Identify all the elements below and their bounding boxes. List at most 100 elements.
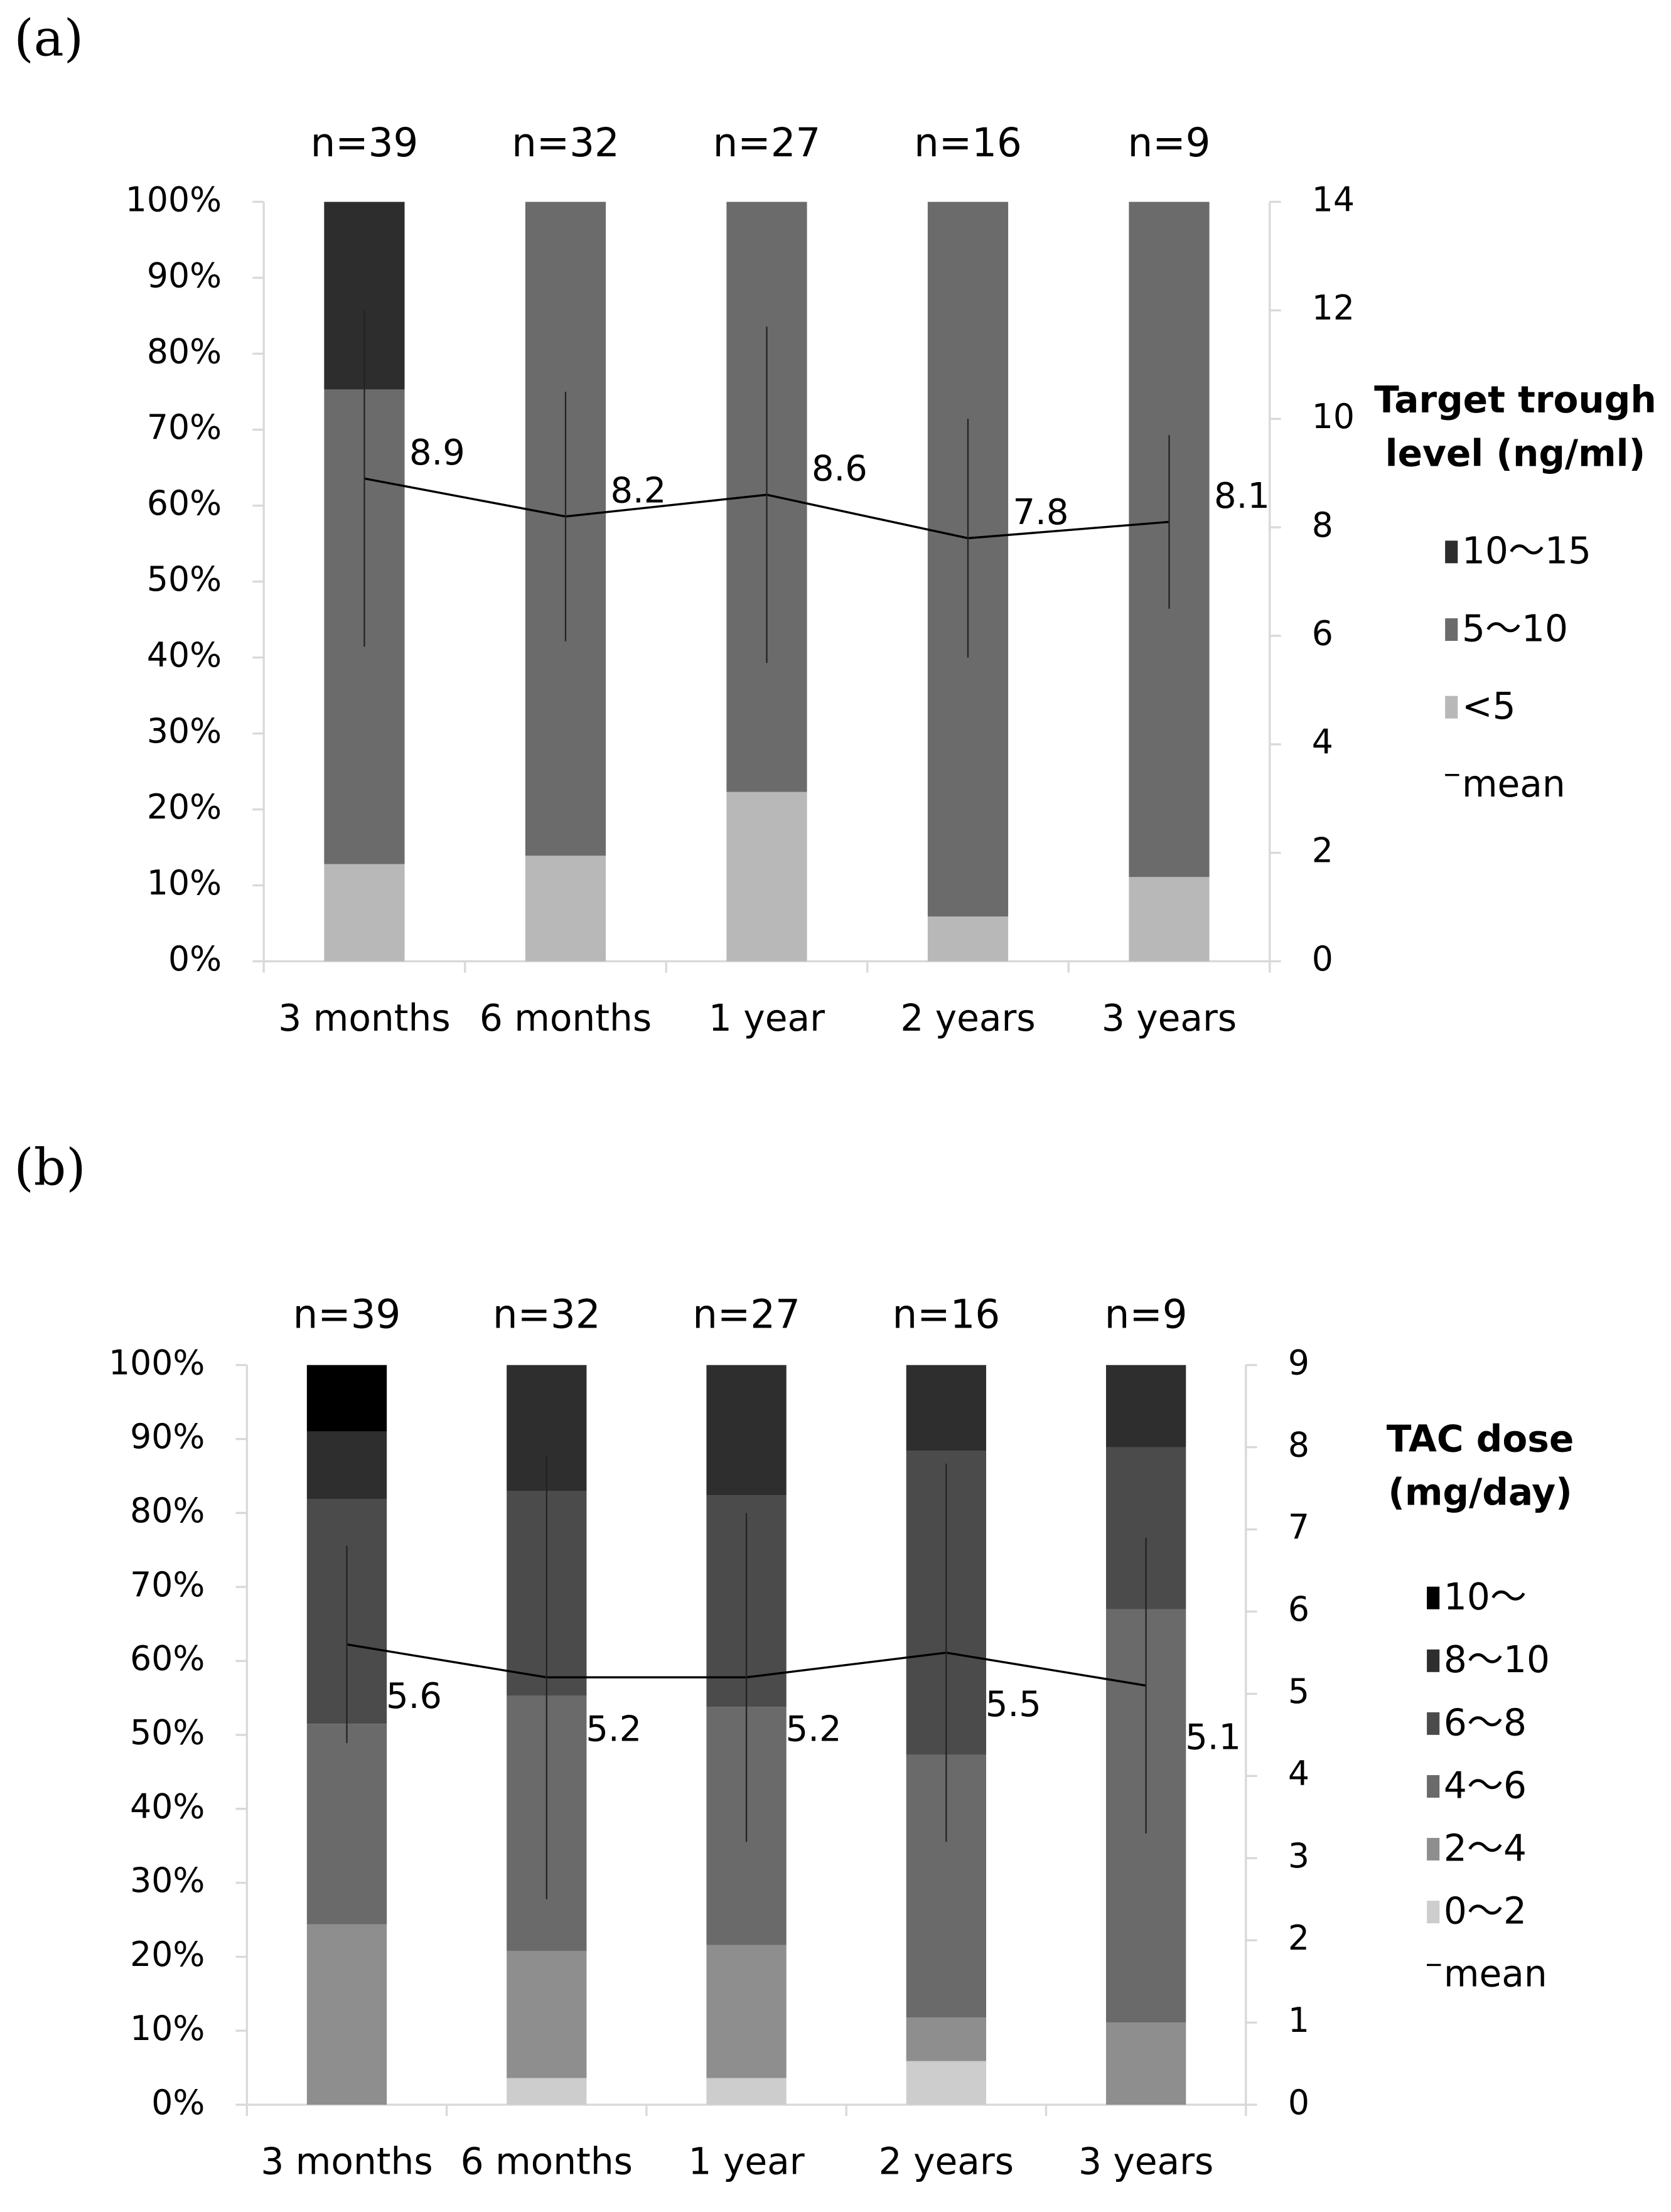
n-label: n=27 [713,120,821,166]
legend-marker [1427,1712,1440,1735]
y-tick-label: 60% [147,483,222,523]
bar-segment [324,864,405,962]
bar-segment [306,1724,387,1925]
x-tick-label: 3 years [1102,997,1237,1039]
chart-panel: (b) 0% 10% 20% 30% 40% 50% 60% 70% 80% 90% 100% 0 1 2 3… [14,1138,1574,2182]
legend-label: 4〜6 [1444,1764,1527,1807]
y2-tick-label: 4 [1288,1754,1309,1793]
legend-label: 10〜15 [1462,530,1591,572]
y2-tick-label: 2 [1312,830,1333,870]
n-label: n=39 [293,1291,401,1337]
data-label: 5.2 [786,1709,842,1749]
y-tick-label: 20% [147,787,222,827]
n-label: n=32 [512,120,620,166]
legend-marker [1427,1838,1440,1861]
bar-segment [507,1950,587,2078]
n-label: n=39 [311,120,419,166]
n-label: n=16 [914,120,1022,166]
y2-tick-label: 14 [1312,180,1355,219]
y2-tick-label: 10 [1312,397,1355,436]
bar-segment [525,856,606,962]
y-tick-label: 70% [130,1565,205,1604]
bar-segment [706,2078,787,2105]
y2-tick-label: 1 [1288,2000,1309,2040]
x-tick-label: 6 months [461,2140,633,2183]
legend-label: 0〜2 [1444,1889,1527,1932]
y-tick-label: 60% [130,1639,205,1678]
y-tick-label: 10% [130,2009,205,2048]
n-label: n=27 [692,1291,800,1337]
bar-segment [306,1431,387,1499]
y-tick-label: 90% [130,1417,205,1456]
n-label: n=16 [892,1291,1000,1337]
x-tick-label: 3 years [1078,2140,1213,2183]
legend-marker [1427,1649,1440,1672]
x-tick-label: 2 years [879,2140,1014,2183]
legend-title: TAC dose [1387,1417,1574,1460]
x-tick-label: 3 months [261,2140,433,2183]
y2-tick-label: 12 [1312,288,1355,328]
bar-segment [1129,877,1210,962]
legend-title: level (ng/ml) [1385,432,1646,475]
y2-tick-label: 4 [1312,722,1333,761]
y-tick-label: 40% [130,1786,205,1826]
x-tick-label: 3 months [278,997,450,1039]
bar-segment [1105,2022,1186,2105]
data-label: 5.6 [386,1676,442,1717]
y2-tick-label: 0 [1312,939,1333,979]
bar-segment [706,1365,787,1496]
legend-marker [1445,540,1458,564]
n-label: n=9 [1128,120,1211,166]
x-tick-label: 2 years [900,997,1035,1039]
n-label: n=9 [1105,1291,1188,1337]
legend-label: 5〜10 [1462,607,1568,650]
y-tick-label: 30% [130,1860,205,1900]
y2-tick-label: 6 [1312,613,1333,653]
panel-label: (b) [14,1138,85,1197]
y-tick-label: 10% [147,863,222,903]
bar-segment [306,1924,387,2105]
panel-label: (a) [14,9,83,68]
legend-label: 8〜10 [1444,1638,1550,1681]
legend-label: 2〜4 [1444,1827,1527,1869]
y2-tick-label: 7 [1288,1507,1309,1547]
y-tick-label: 0% [151,2083,205,2122]
y-tick-label: 0% [168,939,222,979]
legend-marker [1445,618,1458,641]
bar-segment [306,1365,387,1432]
legend-marker [1427,1774,1440,1798]
chart-panel: (a) 0% 10% 20% 30% 40% 50% 60% 70% 80% 90% 100% 0 2 4 6… [14,9,1656,1039]
legend-title: Target trough [1374,379,1657,421]
y-tick-label: 70% [147,407,222,447]
legend-label: 6〜8 [1444,1701,1527,1744]
legend-label: <5 [1462,685,1516,727]
data-label: 8.2 [610,470,666,511]
legend-label: mean [1444,1952,1547,1995]
y-tick-label: 100% [109,1343,205,1382]
legend-marker [1427,1901,1440,1924]
bar-segment [906,2017,987,2061]
y-tick-label: 100% [126,180,222,219]
y-tick-label: 50% [147,559,222,599]
y-tick-label: 20% [130,1935,205,1974]
legend-title: (mg/day) [1388,1471,1572,1514]
data-label: 5.5 [986,1684,1041,1725]
bar-segment [507,2078,587,2105]
bar-segment [906,1365,987,1451]
data-label: 5.2 [586,1709,642,1749]
x-tick-label: 6 months [480,997,652,1039]
data-label: 8.6 [812,449,868,490]
bar-segment [726,792,807,962]
y2-tick-label: 5 [1288,1672,1309,1711]
y-tick-label: 80% [130,1491,205,1530]
y-tick-label: 90% [147,255,222,295]
data-label: 5.1 [1185,1717,1241,1758]
n-label: n=32 [493,1291,601,1337]
x-tick-label: 1 year [689,2140,805,2183]
y-tick-label: 30% [147,711,222,751]
legend-marker [1427,1586,1440,1609]
y2-tick-label: 3 [1288,1836,1309,1876]
y2-tick-label: 9 [1288,1343,1309,1382]
bar-segment [1105,1365,1186,1447]
